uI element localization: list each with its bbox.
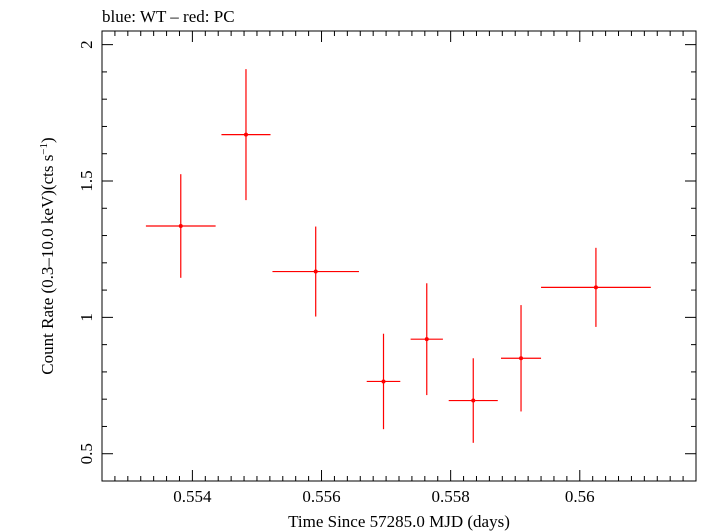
x-tick-label: 0.554 bbox=[173, 487, 212, 506]
x-tick-label: 0.558 bbox=[432, 487, 470, 506]
y-tick-label: 2 bbox=[77, 40, 96, 49]
chart-title: blue: WT – red: PC bbox=[102, 7, 235, 26]
data-point bbox=[541, 247, 651, 327]
data-point bbox=[410, 283, 443, 396]
y-tick-label: 0.5 bbox=[77, 443, 96, 464]
point-marker bbox=[471, 398, 476, 403]
x-tick-label: 0.556 bbox=[302, 487, 340, 506]
point-marker bbox=[178, 224, 183, 228]
point-marker bbox=[243, 132, 248, 137]
plot-frame bbox=[101, 30, 697, 482]
y-axis-label-superscript: −1 bbox=[38, 143, 50, 155]
axis-ticks bbox=[101, 31, 697, 482]
data-point bbox=[145, 174, 216, 278]
y-tick-label: 1 bbox=[77, 313, 96, 322]
point-marker bbox=[593, 285, 598, 290]
data-point bbox=[221, 69, 271, 201]
point-marker bbox=[424, 337, 429, 342]
point-marker bbox=[381, 379, 386, 384]
x-tick-label: 0.56 bbox=[565, 487, 595, 506]
data-point bbox=[366, 333, 401, 430]
data-point bbox=[448, 358, 498, 443]
data-points bbox=[145, 69, 651, 443]
y-axis-label-main: Count Rate (0.3–10.0 keV)(cts s bbox=[38, 155, 57, 375]
y-tick-label: 1.5 bbox=[77, 170, 96, 191]
data-point bbox=[501, 305, 542, 412]
point-marker bbox=[313, 269, 318, 274]
y-axis-label: Count Rate (0.3–10.0 keV)(cts s−1) bbox=[38, 137, 57, 374]
data-point bbox=[272, 226, 359, 317]
x-axis-label: Time Since 57285.0 MJD (days) bbox=[288, 512, 510, 531]
y-axis-label-tail: ) bbox=[38, 137, 57, 143]
axis-tick-labels: 0.554 0.556 0.558 0.56 0.5 1 1.5 2 bbox=[77, 40, 595, 506]
point-marker bbox=[519, 356, 524, 361]
